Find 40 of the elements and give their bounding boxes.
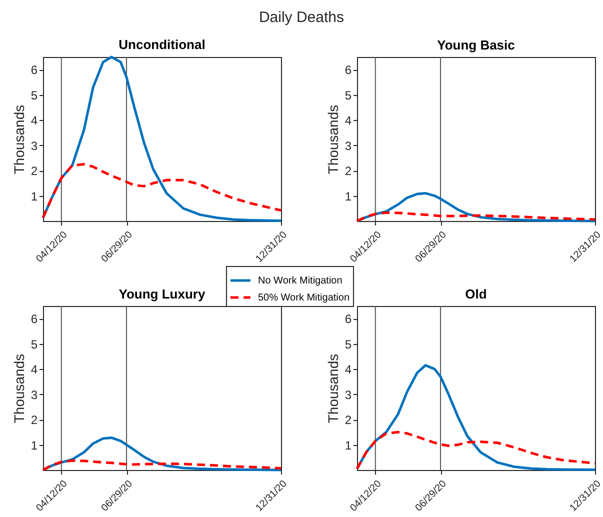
legend-label: No Work Mitigation bbox=[258, 276, 342, 286]
text: Daily Deaths bbox=[258, 9, 346, 26]
line-series bbox=[356, 430, 596, 470]
y-tick-label: 3 bbox=[30, 138, 38, 153]
y-tick-label: 3 bbox=[344, 138, 352, 153]
y-tick-label: 2 bbox=[344, 164, 352, 178]
y-tick-label: 4 bbox=[30, 114, 38, 128]
chart-title: Old bbox=[465, 286, 487, 302]
y-tick-label: 3 bbox=[344, 388, 352, 402]
y-tick-label: 5 bbox=[30, 88, 38, 102]
y-tick-label: 6 bbox=[30, 63, 38, 78]
line-series bbox=[42, 459, 282, 472]
y-axis-title: Thousands bbox=[324, 104, 341, 174]
y-axis-title: Thousands bbox=[324, 354, 341, 424]
y-tick-label: 4 bbox=[344, 362, 352, 377]
chart-title: Unconditional bbox=[118, 36, 206, 52]
line-series bbox=[42, 162, 282, 219]
y-tick-label: 1 bbox=[30, 189, 38, 204]
y-tick-label: 6 bbox=[344, 312, 352, 326]
line-series bbox=[42, 56, 282, 222]
y-tick-label: 6 bbox=[30, 312, 38, 326]
y-axis-title: Thousands bbox=[10, 104, 27, 174]
y-tick-label: 1 bbox=[344, 189, 352, 204]
y-tick-label: 1 bbox=[30, 438, 38, 452]
y-tick-label: 1 bbox=[344, 438, 352, 452]
y-tick-label: 2 bbox=[30, 164, 38, 178]
y-axis-title: Thousands bbox=[10, 354, 27, 424]
y-tick-label: 2 bbox=[344, 413, 352, 428]
y-tick-label: 5 bbox=[344, 88, 352, 102]
chart-title: Young Basic bbox=[437, 38, 515, 52]
y-tick-label: 4 bbox=[344, 114, 352, 128]
chart-title: Young Luxury bbox=[118, 286, 206, 302]
y-tick-label: 4 bbox=[30, 362, 38, 377]
legend-label: 50% Work Mitigation bbox=[258, 292, 350, 304]
y-tick-label: 6 bbox=[344, 63, 352, 78]
y-tick-label: 2 bbox=[30, 413, 38, 428]
line-series bbox=[356, 211, 596, 222]
y-tick-label: 5 bbox=[344, 337, 352, 352]
y-tick-label: 5 bbox=[30, 337, 38, 352]
y-tick-label: 3 bbox=[30, 388, 38, 402]
